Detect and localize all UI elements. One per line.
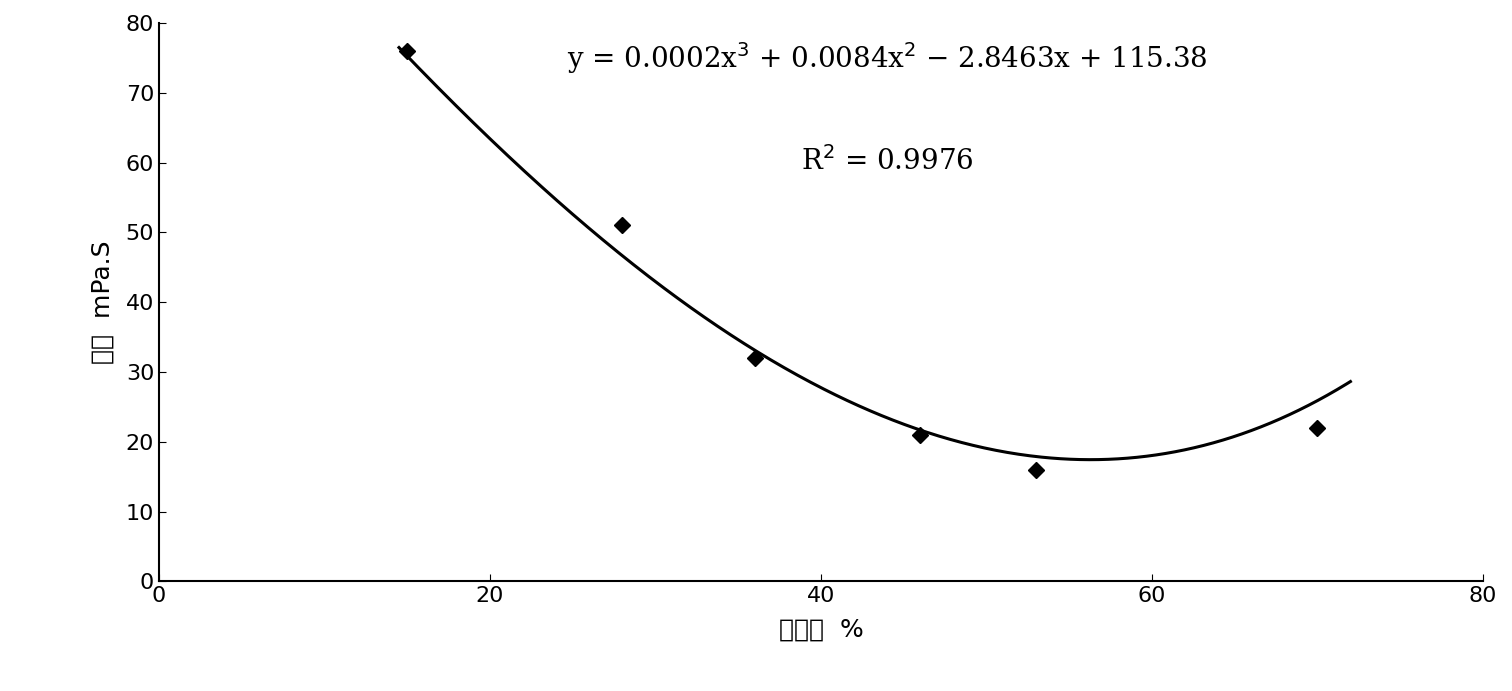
Text: R$^2$ = 0.9976: R$^2$ = 0.9976 <box>801 146 974 176</box>
Text: y = 0.0002x$^3$ + 0.0084x$^2$ $-$ 2.8463x + 115.38: y = 0.0002x$^3$ + 0.0084x$^2$ $-$ 2.8463… <box>567 40 1207 75</box>
X-axis label: 饱和度  %: 饱和度 % <box>779 618 863 641</box>
Y-axis label: 粘度  mPa.S: 粘度 mPa.S <box>91 240 115 364</box>
